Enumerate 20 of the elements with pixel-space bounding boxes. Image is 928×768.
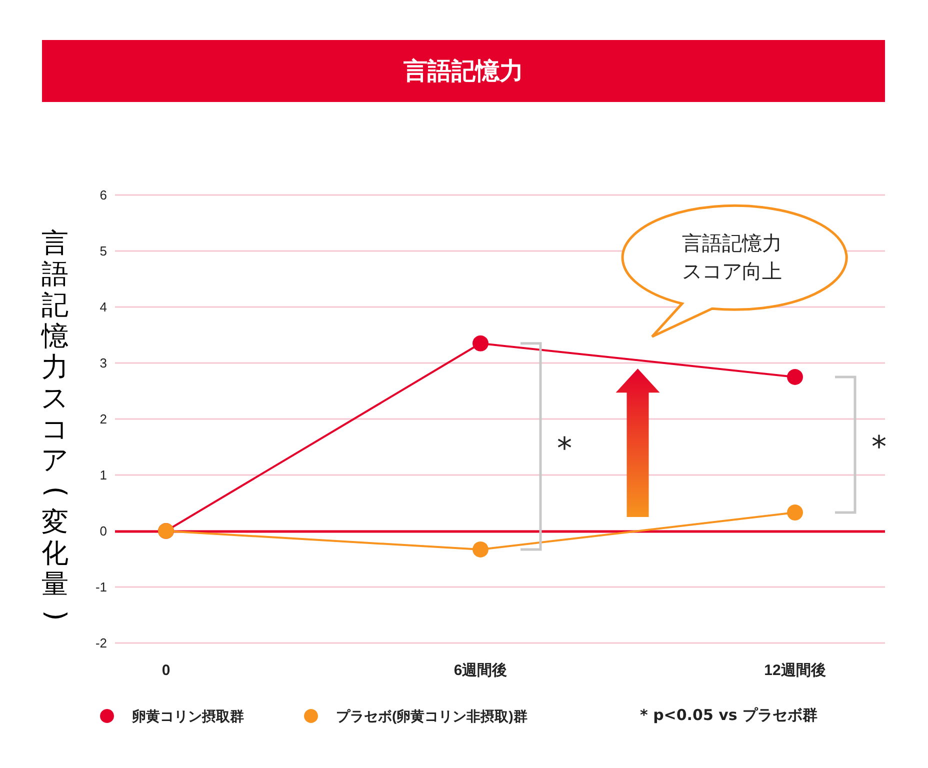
text: 言語記憶力スコア(変化量) bbox=[39, 228, 70, 621]
y-tick-label: 0 bbox=[100, 524, 107, 538]
x-tick-label: 6週間後 bbox=[454, 662, 508, 679]
chart-title: 言語記憶力 bbox=[42, 40, 885, 102]
y-tick-label: 1 bbox=[100, 468, 107, 482]
x-tick-label: 12週間後 bbox=[764, 662, 826, 679]
y-tick-label: 5 bbox=[100, 244, 107, 258]
annotation: 言語記憶力スコア向上 bbox=[681, 230, 784, 285]
annotation: * bbox=[872, 430, 886, 465]
legend-label: 卵黄コリン摂取群 bbox=[131, 708, 244, 724]
x-tick-label: 0 bbox=[162, 662, 170, 679]
y-tick-label: -1 bbox=[95, 580, 107, 594]
y-tick-label: -2 bbox=[95, 636, 107, 650]
legend-label: プラセボ(卵黄コリン非摂取)群 bbox=[336, 708, 528, 724]
annotation: * bbox=[557, 431, 572, 466]
y-tick-label: 4 bbox=[100, 300, 107, 314]
y-tick-label: 3 bbox=[100, 356, 107, 370]
y-tick-label: 6 bbox=[100, 188, 107, 202]
text: * p<0.05 vs プラセボ群 bbox=[640, 706, 818, 725]
y-tick-label: 2 bbox=[100, 412, 107, 426]
